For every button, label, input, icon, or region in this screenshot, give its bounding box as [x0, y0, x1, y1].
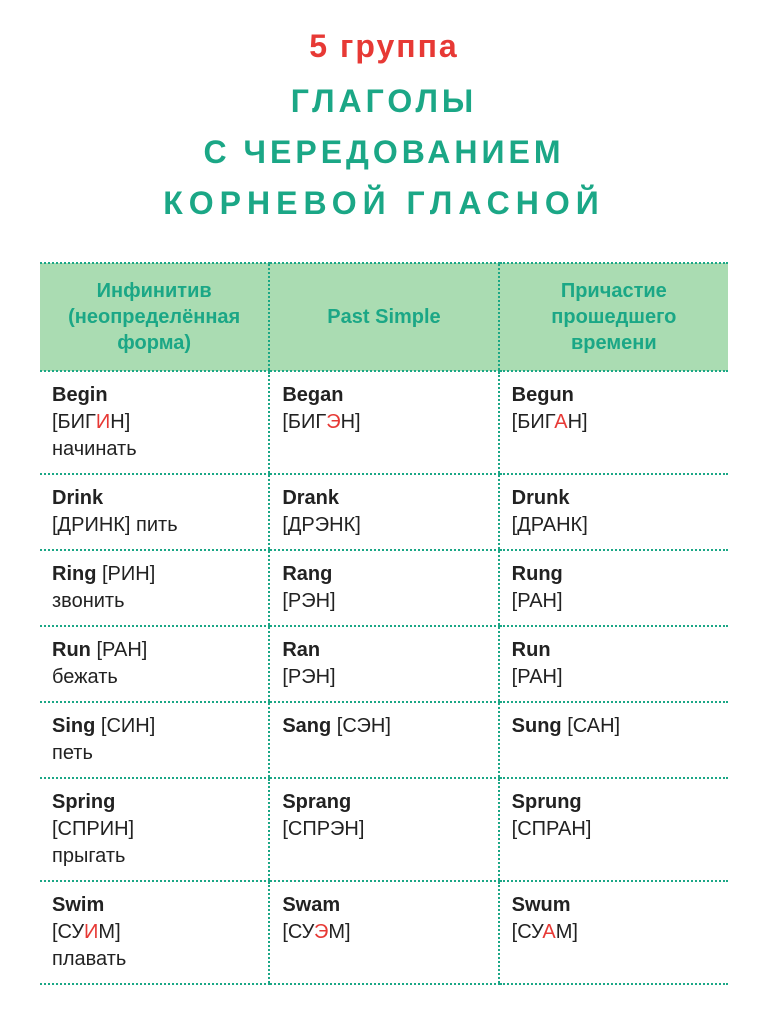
cell-past-participle: Swum [СУАМ]	[499, 881, 728, 984]
cell-past-simple: Ran [РЭН]	[269, 626, 498, 702]
verb-translation: начинать	[52, 438, 137, 460]
title-block: 5 группа ГЛАГОЛЫ С ЧЕРЕДОВАНИЕМ КОРНЕВОЙ…	[40, 28, 728, 222]
table-row: Drink [ДРИНК] пить Drank [ДРЭНК] Drunk [ДРАНК…	[40, 474, 728, 550]
verb-word: Sung	[512, 715, 568, 737]
verb-word: Run	[512, 639, 551, 661]
verb-phonetic: [СПРИН]	[52, 818, 134, 840]
verbs-table: Инфинитив (неопреде­лённая форма) Past S…	[40, 262, 728, 985]
verb-word: Spring	[52, 791, 115, 813]
verb-translation: плавать	[52, 948, 126, 970]
title-line-1: 5 группа	[40, 28, 728, 65]
table-row: Begin [БИГИН] начинать Began [БИГЭН] Begun [БИ…	[40, 371, 728, 474]
verb-translation: звонить	[52, 590, 125, 612]
verb-phonetic: [РЭН]	[282, 666, 335, 688]
cell-past-simple: Sang [СЭН]	[269, 702, 498, 778]
verb-translation: пить	[136, 514, 178, 536]
verb-word: Sing	[52, 715, 101, 737]
table-row: Spring [СПРИН] прыгать Sprang [СПРЭН] Sprung […	[40, 778, 728, 881]
verb-phonetic: [СПРЭН]	[282, 818, 364, 840]
header-infinitive: Инфинитив (неопреде­лённая форма)	[40, 263, 269, 371]
verb-word: Swim	[52, 894, 104, 916]
verb-phonetic: [СИН]	[101, 715, 155, 737]
verb-phonetic: [РЭН]	[282, 590, 335, 612]
verb-word: Rung	[512, 563, 563, 585]
verb-word: Sang	[282, 715, 336, 737]
cell-infinitive: Run [РАН] бежать	[40, 626, 269, 702]
table-row: Ring [РИН] звонить Rang [РЭН] Rung [РАН]	[40, 550, 728, 626]
cell-infinitive: Swim [СУИМ] плавать	[40, 881, 269, 984]
verb-translation: петь	[52, 742, 93, 764]
verb-phonetic: [ДРИНК]	[52, 514, 136, 536]
table-row: Run [РАН]бежатьRan[РЭН]Run[РАН]	[40, 626, 728, 702]
cell-past-participle: Sung [САН]	[499, 702, 728, 778]
cell-past-simple: Began [БИГЭН]	[269, 371, 498, 474]
header-past-participle: Причастие прошедшего времени	[499, 263, 728, 371]
verb-phonetic: [САН]	[567, 715, 620, 737]
verb-phonetic: [ДРАНК]	[512, 514, 588, 536]
cell-past-participle: Run [РАН]	[499, 626, 728, 702]
table-header-row: Инфинитив (неопреде­лённая форма) Past S…	[40, 263, 728, 371]
verb-translation: бежать	[52, 666, 118, 688]
verb-phonetic: [СУАМ]	[512, 921, 578, 943]
verb-phonetic: [БИГИН]	[52, 411, 130, 433]
verb-phonetic: [СУЭМ]	[282, 921, 350, 943]
verb-phonetic: [РАН]	[96, 639, 147, 661]
title-line-3: С ЧЕРЕДОВАНИЕМ	[40, 134, 728, 171]
verb-phonetic: [СЭН]	[337, 715, 391, 737]
cell-infinitive: Spring [СПРИН] прыгать	[40, 778, 269, 881]
verb-word: Ran	[282, 639, 320, 661]
cell-infinitive: Ring [РИН] звонить	[40, 550, 269, 626]
verb-phonetic: [РИН]	[102, 563, 155, 585]
verb-phonetic: [СУИМ]	[52, 921, 121, 943]
verb-word: Rang	[282, 563, 332, 585]
verb-word: Ring	[52, 563, 102, 585]
verb-word: Swum	[512, 894, 571, 916]
verb-word: Drunk	[512, 487, 570, 509]
verb-word: Began	[282, 384, 343, 406]
verb-phonetic: [ДРЭНК]	[282, 514, 360, 536]
verb-word: Drank	[282, 487, 339, 509]
cell-past-simple: Drank [ДРЭНК]	[269, 474, 498, 550]
verb-word: Sprang	[282, 791, 351, 813]
verb-phonetic: [БИГАН]	[512, 411, 588, 433]
verb-word: Begun	[512, 384, 574, 406]
cell-infinitive: Begin [БИГИН] начинать	[40, 371, 269, 474]
verb-phonetic: [РАН]	[512, 590, 563, 612]
verb-word: Run	[52, 639, 96, 661]
verb-word: Swam	[282, 894, 340, 916]
verb-translation: прыгать	[52, 845, 125, 867]
cell-past-participle: Sprung [СПРАН]	[499, 778, 728, 881]
verb-phonetic: [РАН]	[512, 666, 563, 688]
table-row: Sing [СИН]петьSang [СЭН]Sung [САН]	[40, 702, 728, 778]
cell-past-participle: Begun [БИГАН]	[499, 371, 728, 474]
verb-phonetic: [БИГЭН]	[282, 411, 360, 433]
verb-word: Sprung	[512, 791, 582, 813]
verb-phonetic: [СПРАН]	[512, 818, 592, 840]
cell-past-participle: Drunk [ДРАНК]	[499, 474, 728, 550]
table-row: Swim [СУИМ] плавать Swam [СУЭМ] Swum [СУАМ]	[40, 881, 728, 984]
verb-word: Drink	[52, 487, 103, 509]
cell-infinitive: Sing [СИН] петь	[40, 702, 269, 778]
title-line-2: ГЛАГОЛЫ	[40, 83, 728, 120]
cell-past-simple: Sprang [СПРЭН]	[269, 778, 498, 881]
cell-past-simple: Rang [РЭН]	[269, 550, 498, 626]
title-line-4: КОРНЕВОЙ ГЛАСНОЙ	[40, 185, 728, 222]
cell-past-participle: Rung [РАН]	[499, 550, 728, 626]
cell-infinitive: Drink [ДРИНК] пить	[40, 474, 269, 550]
verb-word: Begin	[52, 384, 108, 406]
header-past-simple: Past Simple	[269, 263, 498, 371]
cell-past-simple: Swam [СУЭМ]	[269, 881, 498, 984]
